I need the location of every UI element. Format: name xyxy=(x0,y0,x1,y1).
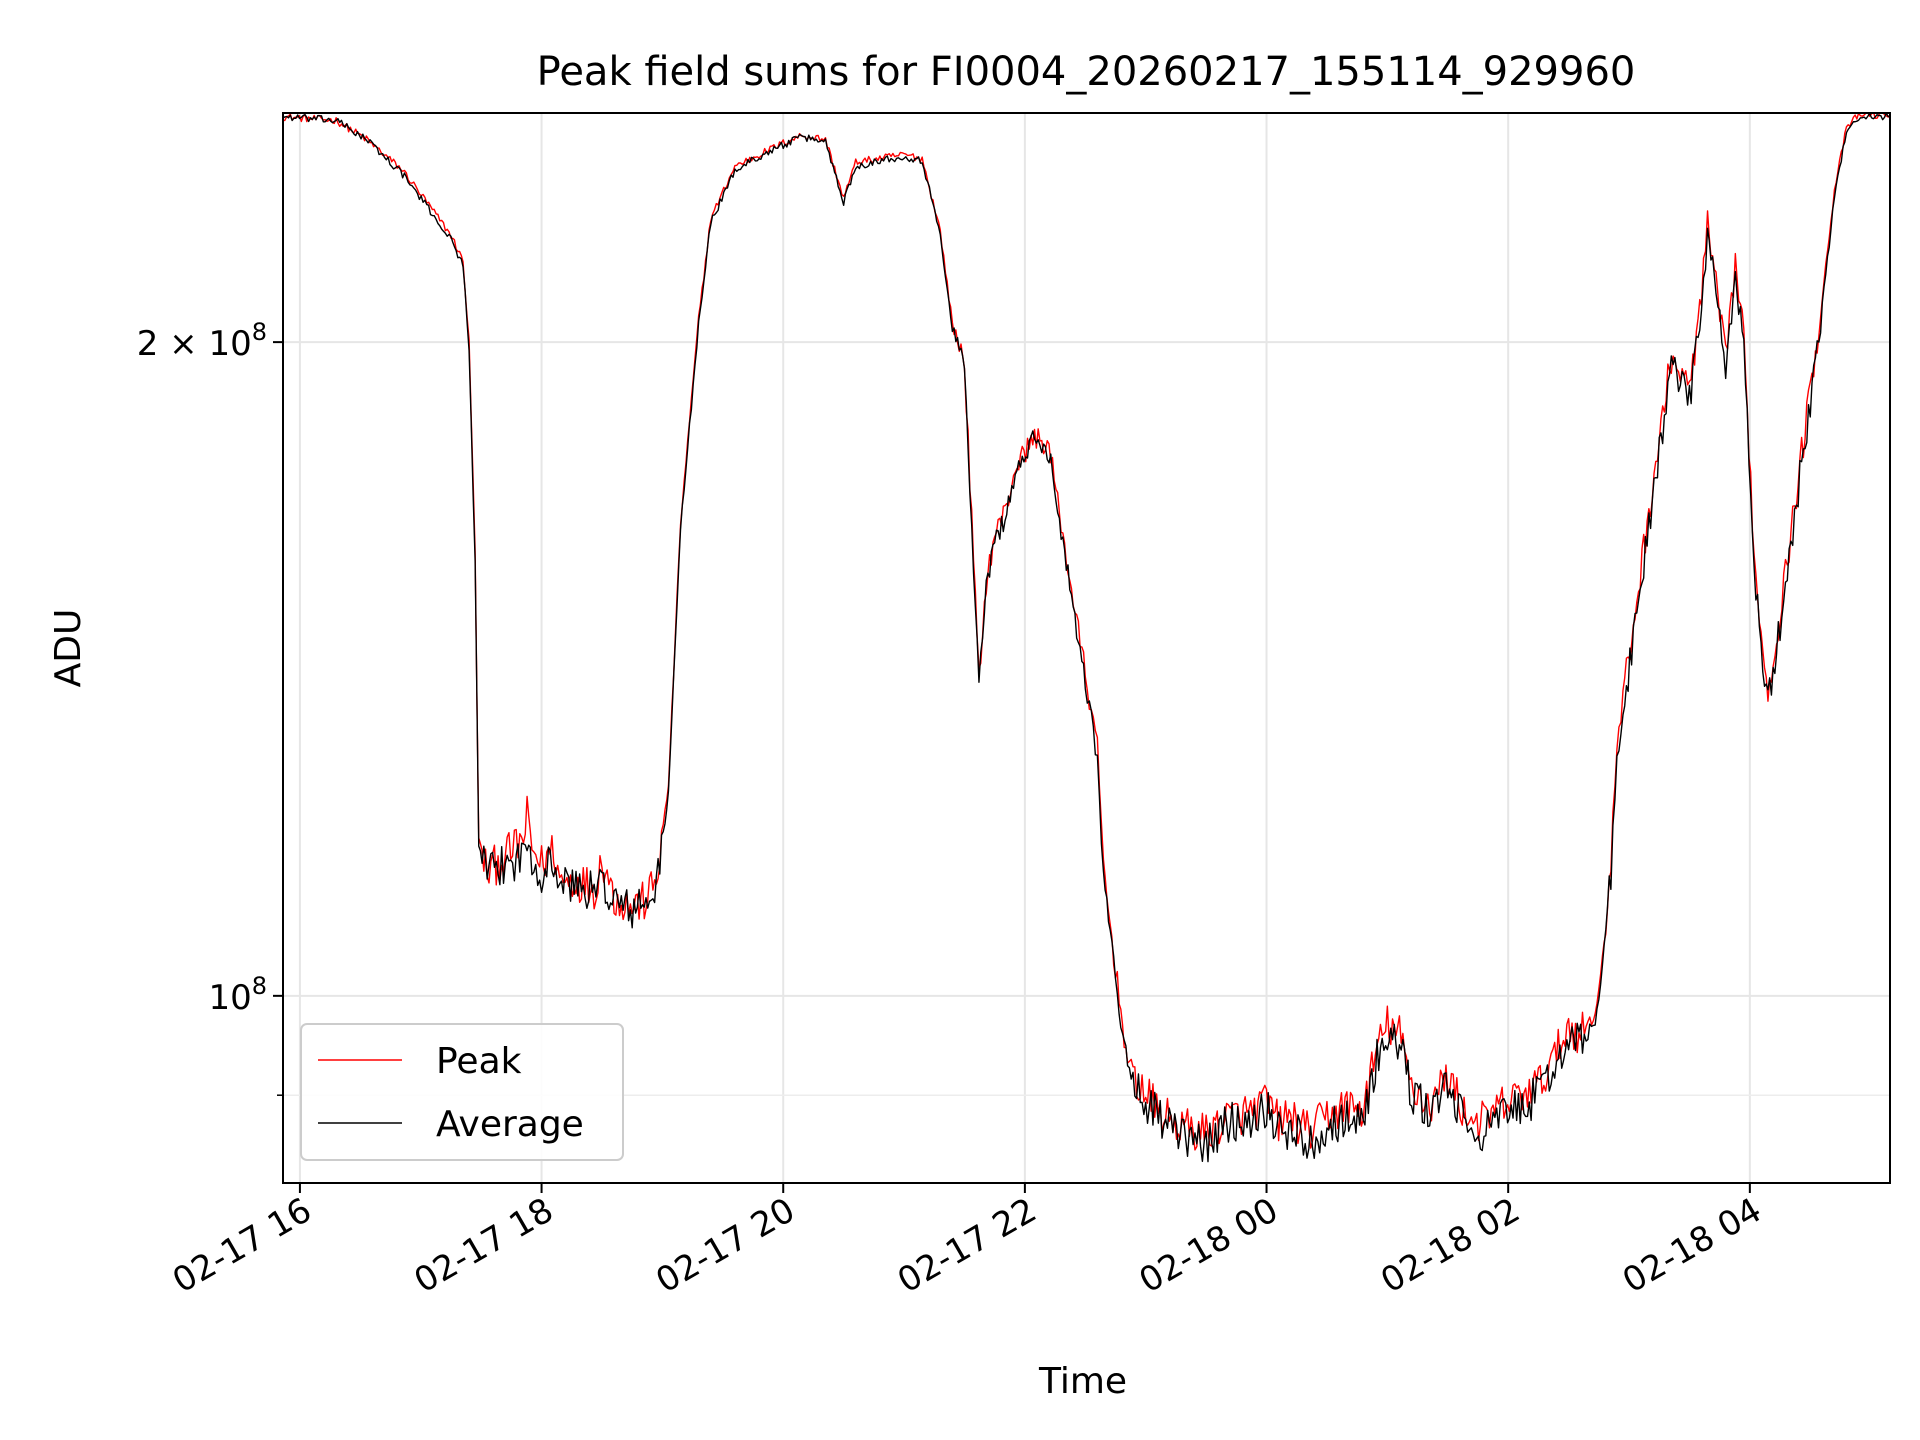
grid xyxy=(283,113,1890,1183)
x-axis-label: Time xyxy=(1038,1361,1127,1402)
chart-title: Peak field sums for FI0004_20260217_1551… xyxy=(537,49,1636,95)
legend-box xyxy=(300,1023,624,1161)
legend-label-peak: Peak xyxy=(436,1041,522,1082)
plot-series xyxy=(283,113,1890,1163)
y-axis-ticks: 108 2 × 108 xyxy=(137,318,283,1096)
legend-label-average: Average xyxy=(436,1104,584,1145)
series-line-average xyxy=(283,113,1890,1163)
y-tick-label: 108 xyxy=(208,972,267,1018)
y-axis-label: ADU xyxy=(48,609,89,688)
plot-frame xyxy=(282,112,1891,1184)
legend: Peak Average xyxy=(300,1023,624,1161)
series-line-peak xyxy=(283,113,1890,1151)
y-tick-label: 2 × 108 xyxy=(137,318,267,364)
